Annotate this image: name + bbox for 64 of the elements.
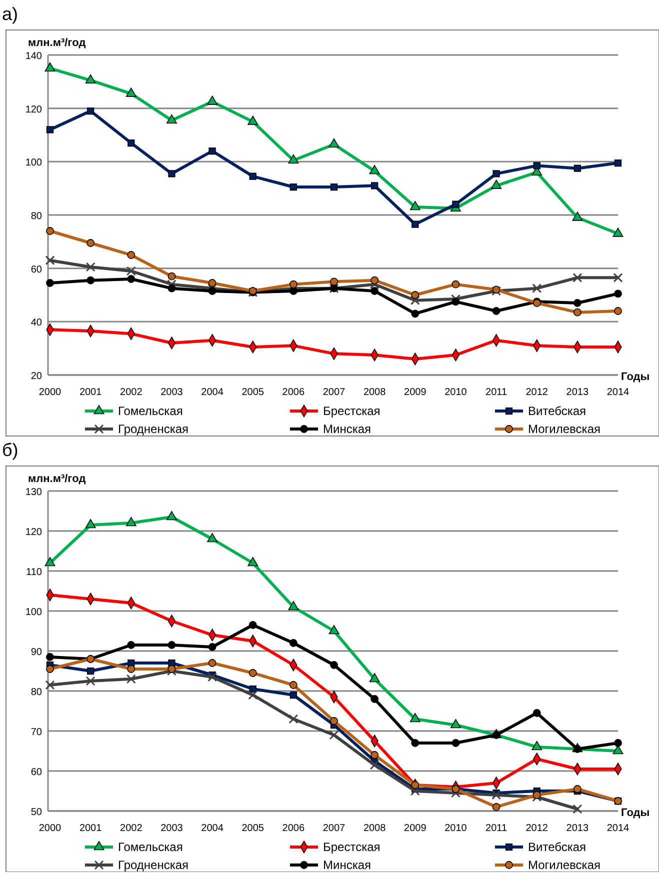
x-tick-label: 2008 — [363, 823, 386, 834]
y-tick-label: 130 — [25, 487, 42, 498]
y-tick-label: 80 — [30, 211, 42, 222]
y-tick-label: 60 — [30, 767, 42, 778]
x-tick-label: 2010 — [444, 387, 468, 398]
x-tick-label: 2005 — [242, 387, 264, 398]
y-tick-label: 40 — [30, 318, 42, 329]
x-tick-label: 2014 — [606, 823, 630, 834]
y-tick-label: 80 — [30, 687, 42, 698]
x-tick-label: 2001 — [79, 823, 102, 834]
legend-label: Витебская — [528, 840, 586, 854]
x-tick-label: 2011 — [486, 823, 508, 834]
y-tick-label: 110 — [26, 567, 42, 578]
legend-label: Минская — [323, 422, 372, 436]
x-tick-label: 2011 — [486, 387, 508, 398]
x-tick-label: 2013 — [566, 387, 589, 398]
y-tick-label: 120 — [25, 104, 42, 116]
y-tick-label: 90 — [30, 647, 42, 658]
x-tick-label: 2010 — [444, 823, 468, 834]
legend-label: Брестская — [323, 404, 380, 418]
x-tick-label: 2003 — [160, 387, 184, 398]
y-tick-label: 100 — [25, 607, 42, 618]
x-tick-label: 2012 — [526, 387, 548, 398]
y-tick-label: 100 — [25, 158, 42, 169]
legend-label: Гомельская — [118, 404, 183, 418]
legend-label: Брестская — [323, 840, 380, 854]
y-tick-label: 140 — [25, 51, 42, 62]
legend-label: Гомельская — [118, 840, 183, 854]
x-tick-label: 2006 — [282, 823, 305, 834]
x-tick-label: 2000 — [38, 823, 62, 834]
legend-label: Минская — [323, 858, 372, 872]
x-tick-label: 2006 — [282, 387, 305, 398]
chart-title: б) — [2, 440, 18, 460]
legend-label: Могилевская — [528, 422, 600, 436]
y-axis-title: млн.м³/год — [28, 37, 86, 49]
x-tick-label: 2009 — [404, 823, 427, 834]
y-tick-label: 50 — [30, 807, 42, 818]
x-tick-label: 2007 — [322, 823, 346, 834]
y-tick-label: 20 — [30, 371, 42, 382]
legend-label: Могилевская — [528, 858, 600, 872]
legend-label: Витебская — [528, 404, 586, 418]
x-tick-label: 2000 — [38, 387, 62, 398]
x-tick-label: 2008 — [363, 387, 386, 398]
x-tick-label: 2004 — [201, 823, 224, 834]
legend-label: Гродненская — [118, 422, 189, 436]
x-tick-label: 2004 — [201, 387, 224, 398]
chart-title: а) — [2, 4, 18, 24]
x-tick-label: 2014 — [606, 387, 630, 398]
y-axis-title: млн.м³/год — [28, 473, 86, 485]
x-axis-title: Годы — [621, 807, 650, 819]
x-tick-label: 2002 — [120, 823, 143, 834]
y-tick-label: 120 — [25, 527, 42, 538]
x-tick-label: 2009 — [404, 387, 427, 398]
legend-label: Гродненская — [118, 858, 189, 872]
x-tick-label: 2012 — [526, 823, 548, 834]
y-tick-label: 60 — [30, 264, 42, 276]
x-tick-label: 2007 — [322, 387, 346, 398]
x-tick-label: 2013 — [566, 823, 589, 834]
x-tick-label: 2002 — [120, 387, 143, 398]
y-tick-label: 70 — [30, 727, 42, 738]
x-axis-title: Годы — [621, 371, 650, 383]
x-tick-label: 2003 — [160, 823, 184, 834]
x-tick-label: 2005 — [242, 823, 264, 834]
x-tick-label: 2001 — [79, 387, 102, 398]
